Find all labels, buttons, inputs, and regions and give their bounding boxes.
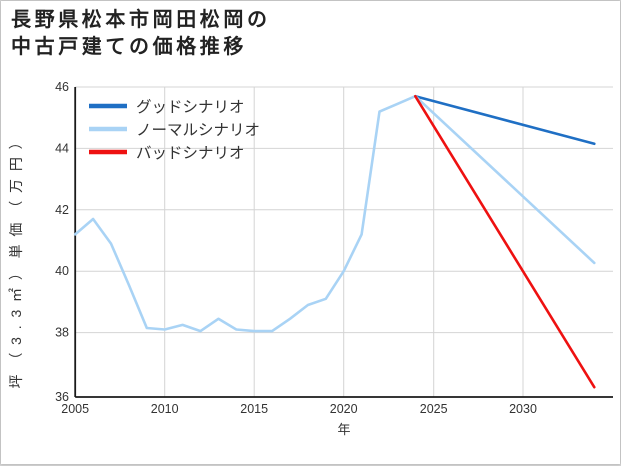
svg-text:2010: 2010 — [151, 402, 179, 416]
svg-text:2025: 2025 — [420, 402, 448, 416]
svg-text:2030: 2030 — [509, 402, 537, 416]
svg-text:バッドシナリオ: バッドシナリオ — [136, 145, 245, 162]
svg-text:44: 44 — [55, 141, 69, 155]
svg-text:2005: 2005 — [61, 402, 89, 416]
svg-text:42: 42 — [55, 203, 69, 217]
svg-text:年: 年 — [337, 422, 350, 437]
svg-text:38: 38 — [55, 326, 69, 340]
svg-text:ノーマルシナリオ: ノーマルシナリオ — [136, 122, 260, 139]
svg-text:グッドシナリオ: グッドシナリオ — [136, 98, 245, 116]
svg-text:40: 40 — [55, 264, 69, 278]
svg-text:46: 46 — [55, 80, 69, 94]
svg-text:坪（3.3㎡）単価（万円）: 坪（3.3㎡）単価（万円） — [8, 128, 24, 389]
svg-text:2015: 2015 — [240, 402, 268, 416]
svg-text:2020: 2020 — [330, 402, 358, 416]
